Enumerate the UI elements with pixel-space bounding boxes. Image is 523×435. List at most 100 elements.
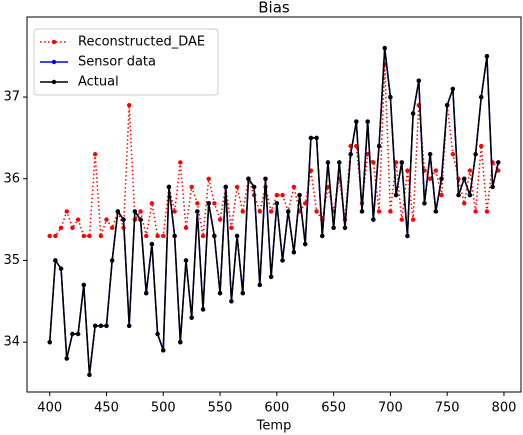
point [405,168,410,173]
series-line [49,64,499,237]
point [195,201,200,206]
point [81,233,86,239]
point [274,192,280,198]
point [195,209,200,214]
x-tick-label: 450 [94,401,119,416]
point [53,258,58,263]
point [172,233,177,239]
point [115,209,121,214]
point [342,225,348,230]
point [229,225,234,230]
point [75,217,81,222]
point [183,225,189,230]
point [439,192,444,198]
legend-label: Reconstructed_DAE [78,35,205,50]
point [217,290,223,296]
point [416,78,421,83]
y-tick-label: 37 [3,90,20,105]
point [75,331,81,337]
point [354,119,359,124]
point [331,225,336,230]
point [178,160,183,165]
point [479,143,484,149]
point [161,233,166,239]
point [58,266,64,271]
point [155,331,160,337]
point [484,54,490,59]
point [240,290,245,296]
point [291,184,297,190]
point [240,209,245,214]
point [462,176,467,181]
point [251,184,257,190]
point [388,94,393,100]
point [388,209,393,214]
point [399,217,404,222]
point [268,274,274,280]
x-tick-label: 800 [492,401,517,416]
point [70,331,75,337]
point [109,225,115,230]
point [371,160,376,165]
point [149,201,155,206]
y-tick-label: 35 [3,253,20,268]
x-tick-label: 650 [321,401,346,416]
point [325,160,331,165]
point [263,176,268,181]
point [127,323,132,329]
point [456,192,461,198]
point [212,201,217,206]
point [47,339,52,345]
point [92,152,98,157]
point [257,209,263,214]
series-line [48,47,500,375]
point [70,225,75,230]
x-tick-label: 750 [435,401,460,416]
point [444,103,450,108]
point [280,192,285,198]
point [47,233,52,239]
point [138,209,143,214]
point [149,241,155,247]
point [473,209,478,214]
point [291,250,297,255]
point [98,323,104,329]
x-tick-label: 700 [378,401,403,416]
point [371,217,376,222]
point [127,103,132,108]
point [365,119,370,124]
point [109,258,115,263]
point [405,233,410,239]
point [183,258,189,263]
point [433,168,439,173]
point [155,233,160,239]
point [132,209,138,214]
legend-label: Actual [78,75,119,90]
point [484,209,490,214]
point [303,201,308,206]
legend-box [33,28,219,96]
point [422,201,427,206]
legend-label: Sensor data [78,55,156,70]
point [257,282,263,288]
x-tick-label: 600 [264,401,289,416]
point [376,143,382,149]
point [200,233,206,239]
x-tick-label: 550 [208,401,233,416]
point [473,152,478,157]
point [303,241,308,247]
legend-marker [51,59,57,65]
x-axis-label: Temp [256,419,292,434]
point [229,299,234,304]
point [427,176,433,181]
point [450,86,456,92]
point [490,184,495,190]
point [410,217,416,222]
point [206,176,211,181]
point [462,201,467,206]
point [308,135,314,141]
point [144,290,149,296]
legend-marker [51,39,57,45]
point [104,217,109,222]
